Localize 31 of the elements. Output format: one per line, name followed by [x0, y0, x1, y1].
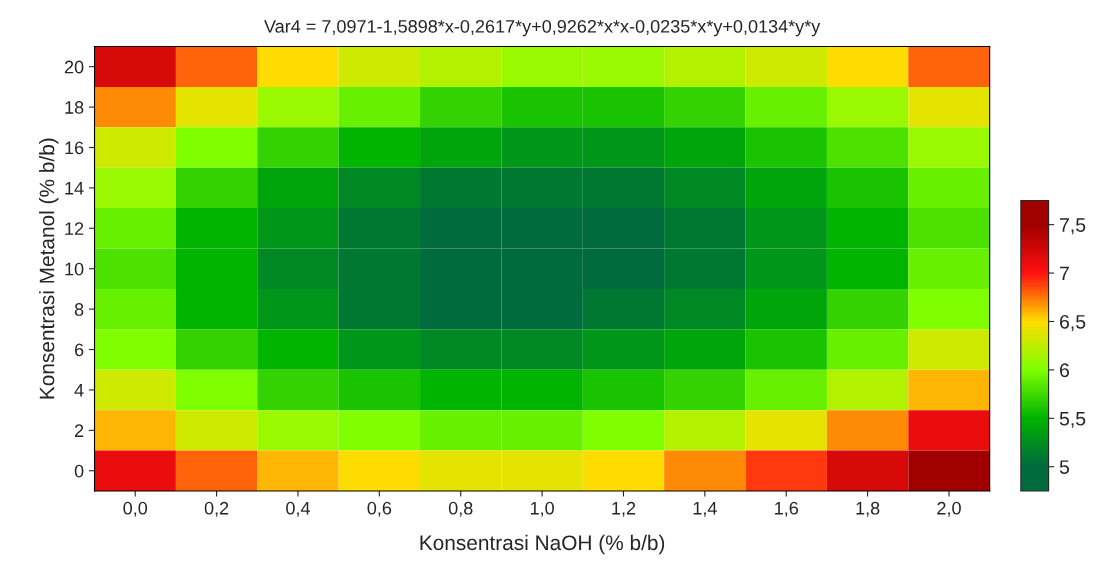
x-tick-label: 0,8 — [448, 501, 473, 517]
x-tick-label: 2,0 — [937, 501, 961, 517]
color-bar-label: 6,5 — [1060, 314, 1086, 332]
y-tick-label: 8 — [74, 303, 84, 316]
x-tick-label: 1,8 — [856, 501, 880, 517]
y-tick-label: 20 — [64, 60, 84, 74]
x-tick-label: 0,2 — [204, 501, 229, 517]
y-tick-label: 4 — [74, 384, 84, 397]
y-tick-label: 6 — [74, 343, 84, 357]
chart-title: Var4 = 7,0971-1,5898*x-0,2617*y+0,9262*x*x-0,0235*x*y+0,0134*y*y — [264, 19, 821, 37]
y-tick-label: 2 — [74, 424, 84, 437]
color-bar-label: 6 — [1060, 363, 1069, 378]
x-tick-label: 1,0 — [530, 501, 554, 517]
x-axis-title: Konsentrasi NaOH (% b/b) — [420, 534, 665, 555]
y-axis-title: Konsentrasi Metanol (% b/b) — [39, 138, 59, 399]
x-tick-label: 1,6 — [775, 501, 798, 517]
y-tick-label: 18 — [65, 101, 84, 114]
color-bar-label: 7,5 — [1060, 218, 1086, 235]
x-tick-label: 1,2 — [612, 501, 636, 517]
y-tick-label: 16 — [65, 141, 84, 155]
y-tick-label: 14 — [65, 182, 84, 195]
y-tick-label: 0 — [74, 464, 84, 478]
color-bar-label: 7 — [1060, 266, 1069, 281]
x-tick-label: 0,0 — [123, 501, 148, 517]
x-tick-label: 0,4 — [286, 501, 310, 517]
color-bar-label: 5 — [1059, 460, 1070, 474]
color-bar-label: 5,5 — [1059, 411, 1086, 428]
y-tick-label: 12 — [65, 222, 84, 235]
x-tick-label: 0,6 — [367, 501, 392, 517]
x-tick-label: 1,4 — [693, 502, 717, 517]
y-tick-label: 10 — [65, 262, 84, 276]
